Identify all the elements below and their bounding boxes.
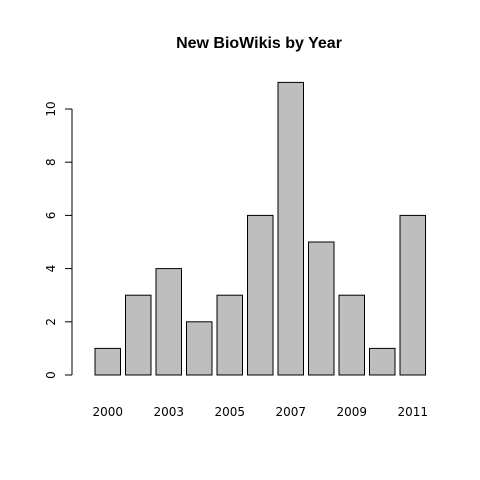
bar-2001 [125, 294, 152, 376]
bar-2008 [308, 241, 335, 376]
bar-2007 [277, 81, 304, 376]
bar-2005 [216, 294, 243, 376]
x-tick-label-2003: 2003 [153, 405, 184, 419]
y-axis: 0 2 4 6 8 10 [44, 101, 73, 379]
y-tick-label-6: 6 [44, 212, 58, 220]
x-tick-label-2011: 2011 [397, 405, 428, 419]
chart-title: New BioWikis by Year [176, 35, 342, 52]
bar-2010 [369, 347, 396, 376]
y-tick-label-10: 10 [44, 101, 58, 116]
bar-2009 [338, 294, 365, 376]
x-tick-label-2009: 2009 [336, 405, 367, 419]
x-tick-label-2005: 2005 [214, 405, 245, 419]
y-tick-label-0: 0 [44, 371, 58, 379]
x-tick-labels: 2000 2003 2005 2007 2009 2011 [92, 405, 428, 419]
bar-2004 [186, 321, 213, 376]
y-tick-label-2: 2 [44, 318, 58, 326]
bar-2000 [94, 347, 121, 376]
bar-2006 [247, 214, 274, 376]
y-tick-label-8: 8 [44, 158, 58, 166]
bar-2011 [399, 214, 426, 376]
bar-2003 [155, 268, 182, 376]
x-tick-label-2000: 2000 [92, 405, 123, 419]
x-tick-label-2007: 2007 [275, 405, 306, 419]
y-tick-label-4: 4 [44, 265, 58, 273]
bars-group [94, 81, 426, 376]
